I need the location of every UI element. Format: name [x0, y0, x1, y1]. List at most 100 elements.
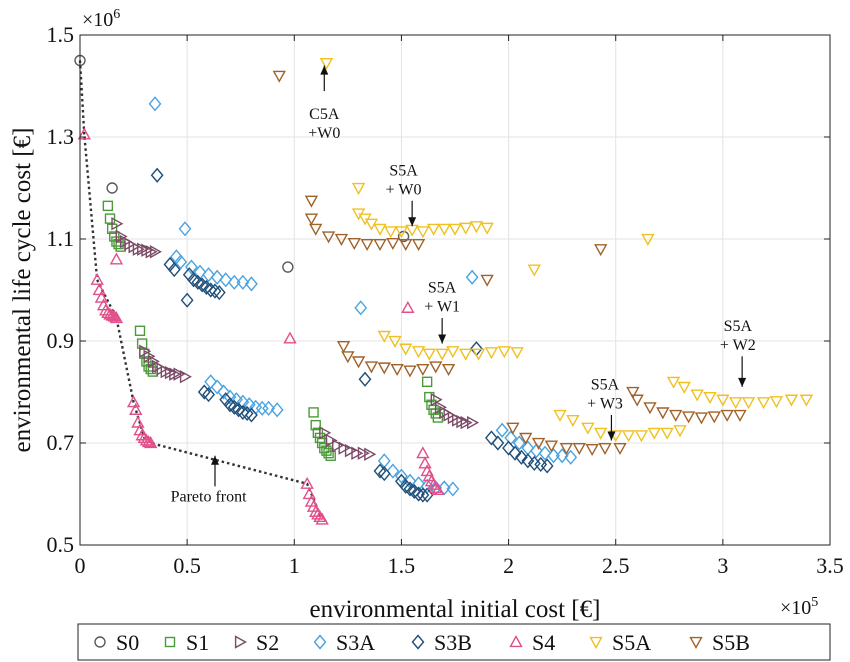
point-s5b: [441, 363, 456, 376]
point-s1: [136, 338, 148, 349]
point-s5a: [435, 348, 449, 361]
point-s5a: [459, 348, 473, 361]
point-s5b: [630, 394, 644, 407]
legend-marker-s3b: [411, 634, 425, 650]
point-s5a: [690, 389, 704, 402]
point-s5a: [769, 396, 784, 409]
x-tick-label: 1: [289, 553, 300, 578]
x-tick-label: 2.5: [602, 553, 630, 578]
point-s5b: [364, 361, 379, 374]
point-s5b: [390, 363, 404, 376]
point-s3a: [210, 269, 224, 285]
annotation-line: +W0: [308, 125, 340, 142]
legend-label: S1: [186, 630, 209, 655]
point-s5a: [377, 330, 391, 343]
series-s5a: [319, 57, 814, 443]
legend-item-s1: S1: [164, 630, 209, 655]
y-tick-label: 0.5: [47, 532, 75, 557]
point-s3a: [446, 481, 460, 497]
annotation-line: + W2: [720, 337, 756, 354]
point-s3b: [204, 282, 218, 298]
point-s5a: [411, 346, 426, 359]
point-s3b: [521, 453, 535, 469]
annotation-arrow-head: [320, 65, 329, 75]
legend-marker-s1: [164, 636, 176, 648]
point-s3b: [202, 386, 215, 403]
point-s3b: [377, 466, 391, 482]
point-s5a: [784, 394, 799, 407]
y-multiplier-exp: 6: [113, 7, 120, 22]
y-axis-label: environmental life cycle cost [€]: [9, 128, 36, 453]
annotation-line: S5A: [428, 280, 457, 297]
legend-box: [77, 623, 831, 661]
point-s4: [131, 415, 145, 428]
point-s2: [111, 217, 124, 231]
y-multiplier-base: ×10: [82, 9, 113, 31]
point-s2: [344, 443, 357, 458]
point-s3a: [465, 269, 479, 285]
point-s3a: [437, 480, 451, 496]
point-s1: [145, 363, 156, 375]
annotation-line: C5A: [309, 106, 340, 123]
point-s3a: [204, 374, 218, 390]
point-s1: [308, 407, 319, 418]
point-s4: [141, 435, 156, 448]
point-s4: [283, 331, 297, 344]
point-s2: [173, 367, 186, 381]
legend-item-s3a: S3A: [313, 630, 375, 655]
point-s3a: [202, 267, 215, 283]
legend-label: S3B: [434, 630, 472, 655]
point-s5b: [373, 238, 387, 252]
point-s1: [432, 412, 444, 423]
point-s4: [300, 476, 314, 489]
point-s5b: [598, 443, 612, 456]
point-s5b: [304, 213, 319, 226]
annotation-pareto-front: Pareto front: [171, 455, 248, 506]
point-s2: [332, 438, 345, 453]
point-s4: [302, 487, 316, 500]
point-s5b: [531, 437, 546, 450]
pareto-front-line: [78, 60, 324, 520]
y-tick-label: 0.9: [47, 328, 75, 353]
point-s3a: [217, 384, 230, 400]
point-s5b: [347, 237, 361, 251]
legend-item-s5b: S5B: [689, 630, 750, 655]
annotation-line: + W0: [386, 181, 422, 198]
annotation-arrow-head: [408, 217, 417, 227]
point-s3b: [245, 407, 258, 423]
point-s4: [109, 311, 124, 324]
legend-marker-s5a: [589, 636, 603, 649]
point-s5a: [566, 414, 580, 427]
annotation-arrow-head: [438, 334, 447, 344]
point-s5b: [272, 70, 286, 83]
point-s5a: [480, 222, 494, 235]
annotation-line: S5A: [389, 162, 418, 179]
point-s3b: [236, 404, 250, 420]
legend-label: S4: [532, 630, 555, 655]
point-s5b: [304, 195, 319, 208]
point-s4: [315, 512, 329, 525]
point-s3a: [178, 221, 192, 237]
series-s3b: [150, 167, 554, 503]
series-s4: [77, 127, 445, 525]
point-s3b: [240, 405, 254, 422]
point-s1: [421, 376, 433, 387]
annotation-text: S5A + W2: [720, 318, 756, 354]
point-s3b: [508, 445, 522, 461]
annotation-line: Pareto front: [171, 489, 248, 506]
point-s3b: [150, 167, 164, 183]
x-axis-label: environmental initial cost [€]: [310, 596, 601, 623]
point-s5b: [681, 411, 696, 424]
point-s3a: [354, 300, 368, 316]
y-tick-label: 0.7: [47, 430, 75, 455]
point-s3a: [210, 379, 224, 395]
point-s5b: [429, 361, 443, 374]
point-s3b: [491, 435, 505, 451]
point-s0: [106, 182, 118, 194]
point-s5a: [641, 233, 655, 246]
point-s1: [310, 419, 321, 431]
point-s5a: [756, 397, 771, 410]
point-s5b: [403, 365, 417, 378]
pareto-front-layer: [78, 60, 324, 520]
annotation-line: + W1: [424, 299, 460, 316]
